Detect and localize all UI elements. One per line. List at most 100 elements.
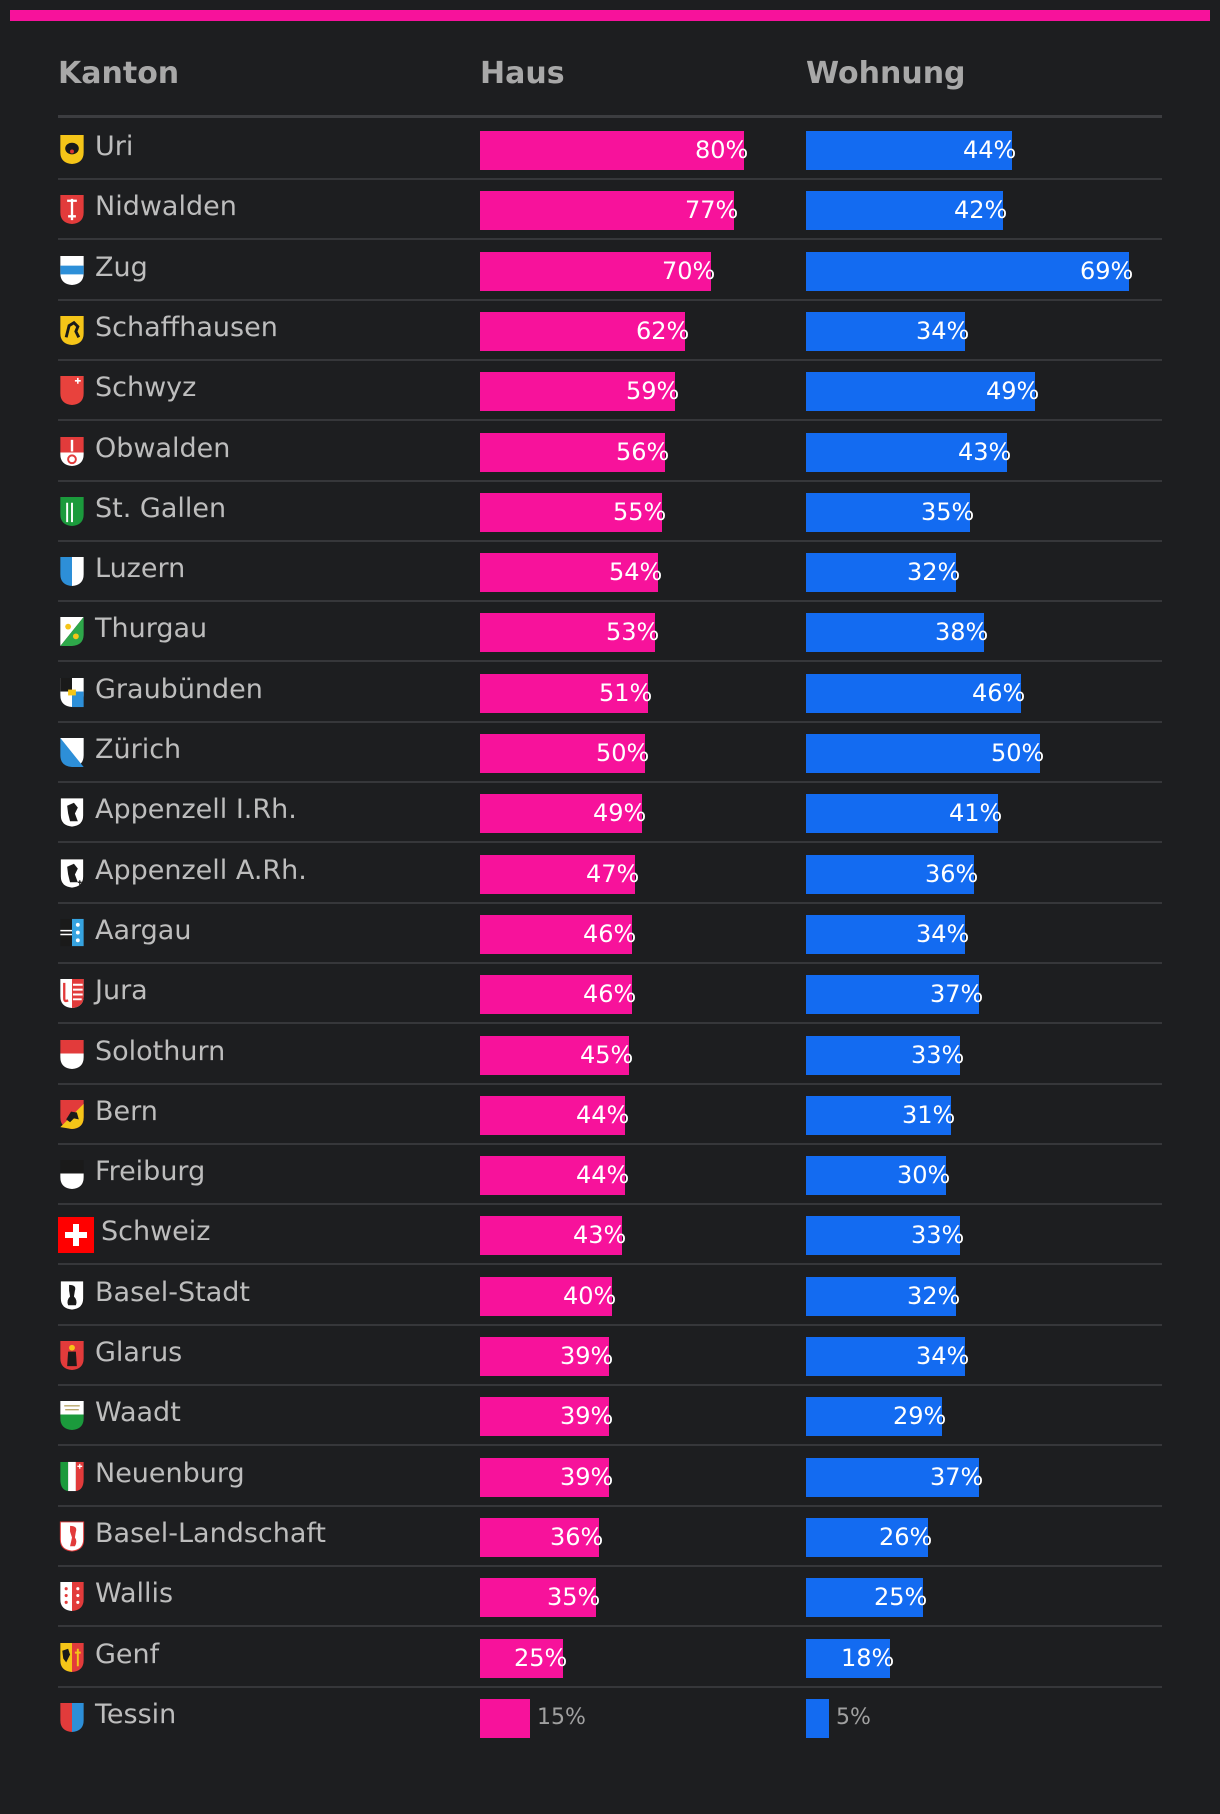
haus-bar bbox=[480, 191, 734, 230]
wohnung-bar bbox=[806, 1639, 890, 1678]
appenzell-ir-coat-icon bbox=[58, 796, 86, 829]
haus-value-label: 56% bbox=[616, 438, 670, 466]
wohnung-value-label: 31% bbox=[902, 1101, 956, 1129]
haus-bar bbox=[480, 1216, 622, 1255]
haus-bar bbox=[480, 1036, 629, 1075]
wohnung-bar bbox=[806, 1096, 951, 1135]
kanton-label: Jura bbox=[95, 975, 148, 1006]
haus-value-label: 44% bbox=[576, 1161, 630, 1189]
haus-value-label: 43% bbox=[573, 1221, 627, 1249]
haus-value-label: 49% bbox=[593, 799, 647, 827]
haus-bar bbox=[480, 1277, 612, 1316]
table-row: Freiburg 44% 30% bbox=[0, 1145, 1220, 1205]
haus-bar bbox=[480, 1397, 609, 1436]
obwalden-coat-icon bbox=[58, 435, 86, 468]
row-divider bbox=[58, 600, 1162, 602]
wohnung-value-label: 38% bbox=[935, 618, 989, 646]
haus-value-label: 59% bbox=[626, 377, 680, 405]
haus-value-label: 77% bbox=[685, 196, 739, 224]
wohnung-bar bbox=[806, 433, 1007, 472]
freiburg-coat-icon bbox=[58, 1158, 86, 1191]
wohnung-bar bbox=[806, 312, 965, 351]
waadt-coat-icon bbox=[58, 1399, 86, 1432]
wohnung-value-label: 33% bbox=[911, 1041, 965, 1069]
wohnung-bar bbox=[806, 975, 979, 1014]
basel-landschaft-coat-icon bbox=[58, 1520, 86, 1553]
kanton-label: Zug bbox=[95, 252, 148, 283]
row-divider bbox=[58, 1263, 1162, 1265]
wohnung-value-label: 44% bbox=[963, 136, 1017, 164]
wohnung-value-label: 33% bbox=[911, 1221, 965, 1249]
accent-top-bar bbox=[10, 10, 1210, 21]
table-row: Obwalden 56% 43% bbox=[0, 422, 1220, 482]
haus-value-label: 44% bbox=[576, 1101, 630, 1129]
genf-coat-icon bbox=[58, 1641, 86, 1674]
wohnung-value-label: 42% bbox=[954, 196, 1008, 224]
column-header-kanton: Kanton bbox=[58, 56, 180, 91]
haus-value-label: 55% bbox=[613, 498, 667, 526]
wohnung-bar bbox=[806, 915, 965, 954]
haus-value-label: 15% bbox=[537, 1705, 586, 1730]
haus-bar bbox=[480, 734, 645, 773]
wohnung-value-label: 34% bbox=[916, 317, 970, 345]
table-row: Basel-Stadt 40% 32% bbox=[0, 1266, 1220, 1326]
row-divider bbox=[58, 721, 1162, 723]
haus-bar bbox=[480, 794, 642, 833]
haus-value-label: 45% bbox=[580, 1041, 634, 1069]
row-divider bbox=[58, 1203, 1162, 1205]
kanton-label: Thurgau bbox=[95, 613, 208, 644]
wohnung-value-label: 46% bbox=[972, 679, 1026, 707]
kanton-label: Uri bbox=[95, 131, 134, 162]
haus-value-label: 62% bbox=[636, 317, 690, 345]
wohnung-bar bbox=[806, 613, 984, 652]
nidwalden-coat-icon bbox=[58, 193, 86, 226]
wohnung-value-label: 5% bbox=[836, 1705, 871, 1730]
kanton-label: Basel-Landschaft bbox=[95, 1518, 327, 1549]
haus-bar bbox=[480, 915, 632, 954]
table-row: Schwyz 59% 49% bbox=[0, 361, 1220, 421]
wohnung-value-label: 69% bbox=[1080, 257, 1134, 285]
haus-bar bbox=[480, 131, 744, 170]
wohnung-value-label: 35% bbox=[921, 498, 975, 526]
row-divider bbox=[58, 238, 1162, 240]
wohnung-bar bbox=[806, 734, 1040, 773]
swiss-flag-icon bbox=[58, 1217, 94, 1253]
haus-value-label: 35% bbox=[547, 1583, 601, 1611]
haus-bar bbox=[480, 372, 675, 411]
table-row: Tessin 15% 5% bbox=[0, 1688, 1220, 1748]
wohnung-value-label: 32% bbox=[907, 1282, 961, 1310]
wohnung-bar bbox=[806, 1397, 942, 1436]
table-header: Kanton Haus Wohnung bbox=[0, 56, 1220, 106]
kanton-label: Graubünden bbox=[95, 674, 263, 705]
haus-bar bbox=[480, 312, 685, 351]
table-row: Bern 44% 31% bbox=[0, 1085, 1220, 1145]
wohnung-value-label: 50% bbox=[991, 739, 1045, 767]
zuerich-coat-icon bbox=[58, 736, 86, 769]
haus-bar bbox=[480, 674, 648, 713]
row-divider bbox=[58, 902, 1162, 904]
row-divider bbox=[58, 359, 1162, 361]
kanton-label: Genf bbox=[95, 1639, 160, 1670]
wohnung-value-label: 25% bbox=[874, 1583, 928, 1611]
table-row: Thurgau 53% 38% bbox=[0, 602, 1220, 662]
haus-bar bbox=[480, 1639, 563, 1678]
kanton-label: Waadt bbox=[95, 1397, 181, 1428]
schwyz-coat-icon bbox=[58, 374, 86, 407]
wohnung-bar bbox=[806, 1578, 923, 1617]
wohnung-bar bbox=[806, 252, 1129, 291]
wohnung-bar bbox=[806, 1518, 928, 1557]
table-row: Nidwalden 77% 42% bbox=[0, 180, 1220, 240]
aargau-coat-icon bbox=[58, 917, 86, 950]
table-row: Uri 80% 44% bbox=[0, 120, 1220, 180]
neuenburg-coat-icon bbox=[58, 1460, 86, 1493]
table-row: Appenzell I.Rh. 49% 41% bbox=[0, 783, 1220, 843]
wohnung-value-label: 43% bbox=[958, 438, 1012, 466]
wohnung-value-label: 34% bbox=[916, 920, 970, 948]
wohnung-bar bbox=[806, 553, 956, 592]
wallis-coat-icon bbox=[58, 1580, 86, 1613]
haus-value-label: 46% bbox=[583, 980, 637, 1008]
wohnung-value-label: 49% bbox=[986, 377, 1040, 405]
luzern-coat-icon bbox=[58, 555, 86, 588]
wohnung-value-label: 18% bbox=[841, 1644, 895, 1672]
row-divider bbox=[58, 781, 1162, 783]
